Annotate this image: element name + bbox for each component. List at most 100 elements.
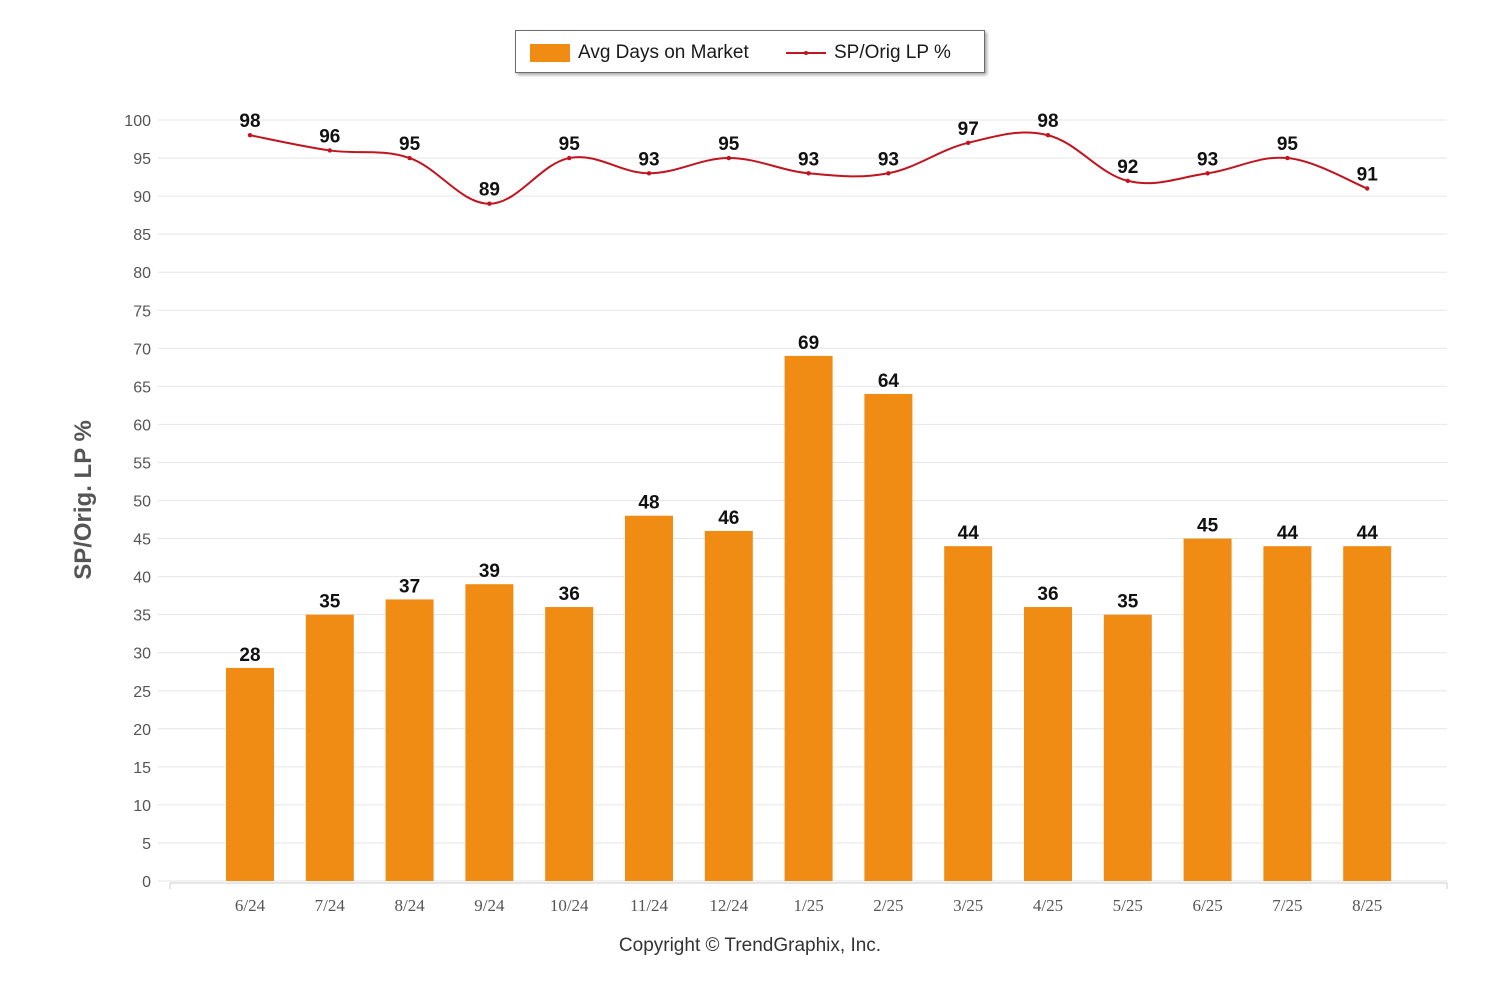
line-point bbox=[487, 201, 492, 206]
y-tick-label: 45 bbox=[133, 532, 151, 549]
bar-value-label: 46 bbox=[718, 508, 739, 529]
y-tick-label: 100 bbox=[124, 113, 151, 130]
bar bbox=[625, 515, 673, 881]
line-value-label: 98 bbox=[239, 111, 260, 132]
bar bbox=[305, 614, 354, 881]
line-value-label: 93 bbox=[1197, 149, 1218, 170]
x-tick-label: 8/24 bbox=[394, 896, 425, 915]
legend-item-bar[interactable]: Avg Days on Market bbox=[530, 31, 749, 74]
copyright-footer: Copyright © TrendGraphix, Inc. bbox=[618, 935, 882, 956]
bar bbox=[864, 393, 913, 881]
y-tick-label: 30 bbox=[133, 646, 151, 663]
x-tick-label: 7/25 bbox=[1272, 896, 1302, 915]
bar bbox=[465, 584, 514, 881]
line-point bbox=[966, 140, 971, 146]
bar bbox=[1343, 546, 1392, 881]
line-value-label: 93 bbox=[798, 149, 819, 170]
bar bbox=[226, 667, 274, 881]
y-tick-label: 60 bbox=[133, 417, 151, 434]
legend-line-label: SP/Orig LP % bbox=[834, 41, 951, 63]
bar-value-label: 36 bbox=[1037, 584, 1058, 605]
line-point bbox=[1205, 171, 1210, 176]
line-value-label: 95 bbox=[718, 134, 740, 155]
bar-value-label: 44 bbox=[958, 523, 980, 544]
line-value-label: 91 bbox=[1357, 164, 1379, 185]
bar-value-label: 45 bbox=[1197, 516, 1219, 537]
x-tick-label: 12/24 bbox=[709, 896, 748, 915]
legend-bar-label: Avg Days on Market bbox=[578, 41, 749, 63]
y-tick-label: 85 bbox=[133, 227, 151, 244]
y-tick-label: 55 bbox=[133, 455, 151, 472]
y-tick-label: 15 bbox=[133, 760, 151, 777]
y-tick-label: 25 bbox=[133, 684, 151, 701]
bar-value-label: 44 bbox=[1357, 523, 1379, 544]
bar-value-label: 64 bbox=[878, 371, 900, 392]
line-point bbox=[646, 171, 652, 176]
y-tick-label: 10 bbox=[133, 798, 151, 815]
bar-value-label: 37 bbox=[399, 576, 420, 597]
line-point bbox=[886, 171, 891, 176]
bar bbox=[385, 599, 434, 881]
bar-value-label: 36 bbox=[559, 584, 580, 605]
bar-value-label: 35 bbox=[1117, 592, 1139, 613]
y-tick-label: 65 bbox=[133, 379, 151, 396]
bar-value-label: 35 bbox=[319, 592, 341, 613]
bar-value-label: 48 bbox=[638, 493, 659, 514]
bar-value-label: 44 bbox=[1277, 523, 1299, 544]
bar bbox=[784, 355, 833, 881]
y-tick-label: 20 bbox=[133, 722, 151, 739]
x-tick-label: 11/24 bbox=[630, 896, 669, 915]
line-value-label: 89 bbox=[479, 180, 500, 201]
line-value-label: 95 bbox=[399, 134, 421, 155]
line-point bbox=[327, 148, 332, 153]
line-value-label: 95 bbox=[559, 134, 581, 155]
x-tick-label: 2/25 bbox=[873, 896, 903, 915]
bar bbox=[704, 530, 753, 881]
y-tick-label: 50 bbox=[133, 494, 151, 511]
line-point bbox=[806, 171, 811, 176]
line-point bbox=[1285, 155, 1290, 161]
legend-item-line[interactable]: SP/Orig LP % bbox=[786, 31, 951, 74]
x-tick-label: 7/24 bbox=[315, 896, 346, 915]
bar-value-label: 69 bbox=[798, 333, 819, 354]
line-value-label: 96 bbox=[319, 126, 340, 147]
x-tick-label: 6/24 bbox=[235, 896, 266, 915]
legend-bar-swatch bbox=[530, 43, 570, 62]
chart-legend: Avg Days on Market SP/Orig LP % bbox=[515, 30, 985, 73]
line-value-label: 98 bbox=[1037, 111, 1058, 132]
legend-line-swatch bbox=[786, 44, 826, 62]
y-tick-label: 80 bbox=[133, 265, 151, 282]
line-point bbox=[1125, 178, 1131, 184]
x-tick-label: 5/25 bbox=[1113, 896, 1143, 915]
x-tick-label: 8/25 bbox=[1352, 896, 1382, 915]
x-tick-label: 10/24 bbox=[550, 896, 589, 915]
bar bbox=[1103, 614, 1152, 881]
y-tick-label: 35 bbox=[133, 608, 151, 625]
bar bbox=[944, 546, 993, 881]
x-tick-label: 3/25 bbox=[953, 896, 983, 915]
y-tick-label: 90 bbox=[133, 189, 151, 206]
line-value-label: 93 bbox=[638, 149, 659, 170]
y-tick-label: 75 bbox=[133, 303, 151, 320]
bar bbox=[1183, 538, 1232, 881]
y-tick-label: 70 bbox=[133, 341, 151, 358]
line-series-path bbox=[249, 131, 1368, 205]
x-tick-label: 4/25 bbox=[1033, 896, 1063, 915]
y-axis-title: SP/Orig. LP % bbox=[70, 420, 97, 580]
bar bbox=[1024, 607, 1072, 881]
x-tick-label: 6/25 bbox=[1192, 896, 1222, 915]
y-tick-label: 5 bbox=[142, 836, 151, 853]
x-tick-label: 1/25 bbox=[793, 896, 823, 915]
line-point bbox=[567, 155, 572, 161]
y-tick-label: 40 bbox=[133, 570, 151, 587]
line-point bbox=[407, 155, 412, 161]
line-value-label: 97 bbox=[958, 119, 979, 140]
bar-value-label: 28 bbox=[239, 645, 260, 666]
line-point bbox=[247, 133, 253, 138]
bar bbox=[545, 607, 594, 881]
line-point bbox=[1045, 133, 1051, 138]
x-tick-label: 9/24 bbox=[474, 896, 505, 915]
line-value-label: 95 bbox=[1277, 134, 1299, 155]
line-value-label: 92 bbox=[1117, 157, 1138, 178]
